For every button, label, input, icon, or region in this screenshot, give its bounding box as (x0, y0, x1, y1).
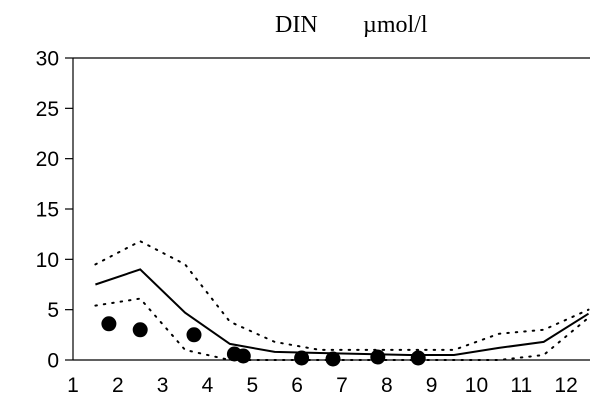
x-tick-label: 12 (554, 374, 577, 397)
observation-point (410, 350, 426, 366)
chart-unit-text: µmol/l (363, 12, 428, 38)
x-axis-ticks: 1 2 3 4 5 6 7 8 9 10 11 12 (67, 374, 578, 397)
y-tick-label: 10 (36, 249, 59, 272)
x-tick-label: 10 (465, 374, 488, 397)
observation-point (132, 322, 148, 338)
x-tick-label: 5 (246, 374, 258, 397)
axes (72, 57, 590, 361)
series-layer (94, 240, 590, 361)
y-tick-label: 25 (36, 98, 59, 121)
observation-point (294, 350, 310, 366)
y-tick-label: 5 (47, 299, 59, 322)
upper-band-line (94, 240, 590, 351)
observation-point (370, 349, 386, 365)
x-tick-label: 4 (202, 374, 214, 397)
observation-point (186, 327, 202, 343)
x-tick-label: 11 (510, 374, 532, 397)
observation-point (101, 316, 117, 332)
y-tick-label: 20 (36, 148, 59, 171)
observation-point (325, 351, 341, 367)
x-tick-label: 8 (381, 374, 393, 397)
observation-points (101, 316, 426, 367)
mean-series-line (95, 268, 590, 356)
y-tick-label: 30 (36, 48, 59, 71)
x-tick-label: 7 (336, 374, 348, 397)
y-axis-ticks: 0 5 10 15 20 25 30 (36, 48, 73, 373)
observation-point (235, 348, 251, 364)
lower-band-line (94, 297, 590, 361)
x-tick-label: 6 (291, 374, 303, 397)
x-tick-label: 9 (426, 374, 438, 397)
x-tick-label: 3 (157, 374, 169, 397)
y-tick-label: 15 (36, 199, 59, 222)
chart-title: DIN µmol/l (275, 12, 428, 38)
y-tick-label: 0 (47, 350, 59, 373)
x-tick-label: 1 (67, 374, 79, 397)
x-tick-label: 2 (112, 374, 124, 397)
chart-title-text: DIN (275, 12, 318, 38)
